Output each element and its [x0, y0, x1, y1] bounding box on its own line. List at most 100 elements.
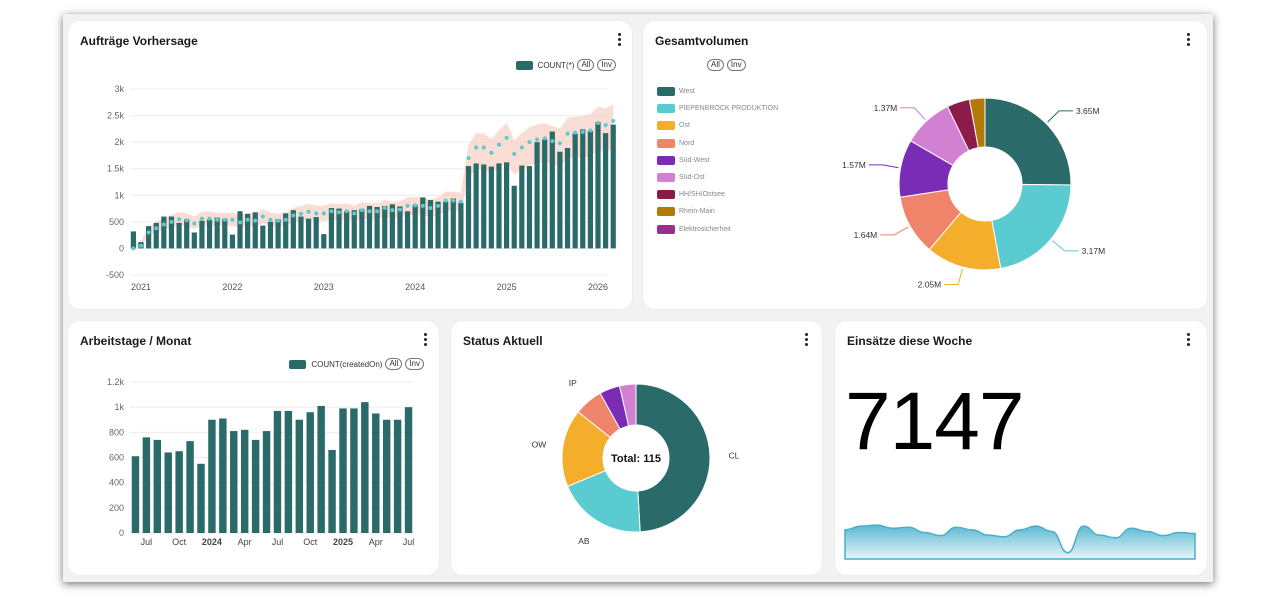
forecast-bar — [275, 219, 281, 249]
legend-all-button[interactable]: All — [707, 59, 724, 71]
forecast-point — [512, 151, 517, 156]
slice-label-line — [944, 268, 963, 285]
forecast-bar — [427, 200, 434, 249]
status-donut-chart: CL AB OW IP Total: 115 — [532, 378, 740, 546]
legend-series-label[interactable]: COUNT(createdOn) — [311, 359, 383, 369]
workdays-bar — [197, 463, 205, 533]
workdays-bar — [240, 429, 249, 533]
forecast-point — [382, 206, 387, 211]
forecast-bar — [229, 234, 235, 249]
volume-legend-item[interactable]: Ost — [657, 117, 778, 134]
forecast-bar — [511, 185, 517, 249]
forecast-bar — [420, 197, 426, 249]
forecast-point — [405, 203, 410, 208]
volume-menu-icon[interactable] — [1185, 33, 1191, 47]
forecast-point — [283, 217, 288, 222]
forecast-bar — [587, 130, 593, 249]
legend-inv-button[interactable]: Inv — [726, 59, 746, 71]
legend-swatch — [515, 60, 533, 70]
workdays-bar — [131, 456, 140, 533]
workdays-bar — [142, 437, 151, 533]
volume-card: Gesamtvolumen All Inv West PIEPENBROCK PR… — [643, 21, 1207, 309]
forecast-bar — [260, 225, 266, 249]
forecast-point — [428, 206, 433, 211]
volume-legend-item[interactable]: Süd-Ost — [657, 169, 778, 186]
forecast-menu-icon[interactable] — [616, 33, 622, 47]
legend-swatch — [657, 190, 675, 200]
forecast-bar — [465, 166, 472, 249]
workdays-bar — [273, 410, 282, 533]
workdays-bar — [306, 412, 314, 533]
forecast-bar — [549, 131, 555, 249]
volume-donut-chart: 3.65M 3.17M 2.05M 1.64M 1.57M 1.37M — [842, 97, 1105, 289]
volume-legend-item[interactable]: Nord — [657, 135, 778, 152]
legend-all-button[interactable]: All — [577, 59, 595, 71]
forecast-point — [519, 145, 524, 150]
forecast-point — [131, 246, 136, 251]
forecast-point — [268, 217, 273, 222]
forecast-point — [557, 141, 562, 146]
forecast-bar — [199, 220, 205, 249]
y-tick-label: 600 — [109, 453, 124, 463]
volume-title: Gesamtvolumen — [655, 34, 749, 48]
x-tick-label: 2023 — [314, 282, 334, 292]
forecast-bar — [397, 206, 403, 249]
forecast-point — [436, 203, 441, 208]
volume-legend: West PIEPENBROCK PRODUKTION Ost Nord Süd-Wes… — [657, 83, 778, 238]
volume-legend-item[interactable]: HH/SH/Ostsee — [657, 186, 778, 203]
forecast-point — [146, 230, 151, 235]
forecast-band — [133, 103, 614, 249]
volume-legend-item[interactable]: Rhein-Main — [657, 203, 778, 220]
forecast-point — [413, 203, 418, 208]
slice-value-label: 2.05M — [918, 279, 942, 289]
forecast-point — [390, 208, 395, 213]
forecast-point — [298, 211, 303, 216]
y-tick-label: 2.5k — [107, 111, 125, 121]
week-menu-icon[interactable] — [1185, 333, 1191, 347]
forecast-point — [504, 135, 509, 140]
dashboard: Aufträge Vorhersage COUNT(*) All Inv -50… — [63, 14, 1213, 582]
workdays-menu-icon[interactable] — [422, 333, 428, 347]
forecast-point — [489, 150, 494, 155]
y-tick-label: 1.2k — [107, 377, 125, 387]
legend-swatch — [657, 121, 675, 131]
volume-legend-item[interactable]: PIEPENBROCK PRODUKTION — [657, 100, 778, 117]
legend-inv-button[interactable]: Inv — [597, 59, 616, 71]
y-tick-label: 1k — [114, 190, 124, 200]
forecast-bar — [557, 151, 563, 249]
forecast-card: Aufträge Vorhersage COUNT(*) All Inv -50… — [68, 21, 632, 309]
workdays-bar — [262, 431, 271, 533]
forecast-point — [611, 118, 616, 123]
legend-swatch — [657, 173, 675, 183]
status-menu-icon[interactable] — [803, 333, 809, 347]
legend-series-label[interactable]: COUNT(*) — [537, 60, 575, 70]
volume-legend-item[interactable]: Elektrosicherheit — [657, 221, 778, 238]
legend-swatch — [657, 207, 675, 217]
workdays-bar — [295, 419, 304, 533]
forecast-bar — [351, 210, 357, 249]
workdays-bar — [251, 439, 260, 533]
slice-value-label: 3.65M — [1076, 106, 1100, 116]
volume-legend-item[interactable]: West — [657, 83, 778, 100]
forecast-bar — [542, 139, 548, 249]
legend-label: Süd-West — [679, 156, 710, 164]
forecast-bar — [298, 216, 304, 249]
y-tick-label: 2k — [114, 137, 124, 147]
slice-label-line — [880, 226, 909, 236]
x-tick-label: 2024 — [202, 537, 222, 547]
workdays-bar — [382, 419, 391, 533]
forecast-bar — [168, 216, 175, 249]
workdays-legend: COUNT(createdOn) All Inv — [289, 358, 424, 370]
x-tick-label: Jul — [141, 537, 153, 547]
forecast-point — [535, 137, 540, 142]
legend-label: West — [679, 88, 695, 96]
workdays-bar — [404, 407, 413, 533]
legend-inv-button[interactable]: Inv — [405, 358, 424, 370]
forecast-bar — [504, 162, 510, 249]
legend-all-button[interactable]: All — [385, 358, 403, 370]
volume-legend-item[interactable]: Süd-West — [657, 152, 778, 169]
forecast-point — [466, 156, 471, 161]
workdays-bar — [164, 452, 172, 533]
x-tick-label: Jul — [403, 537, 415, 547]
forecast-bar — [344, 211, 350, 249]
